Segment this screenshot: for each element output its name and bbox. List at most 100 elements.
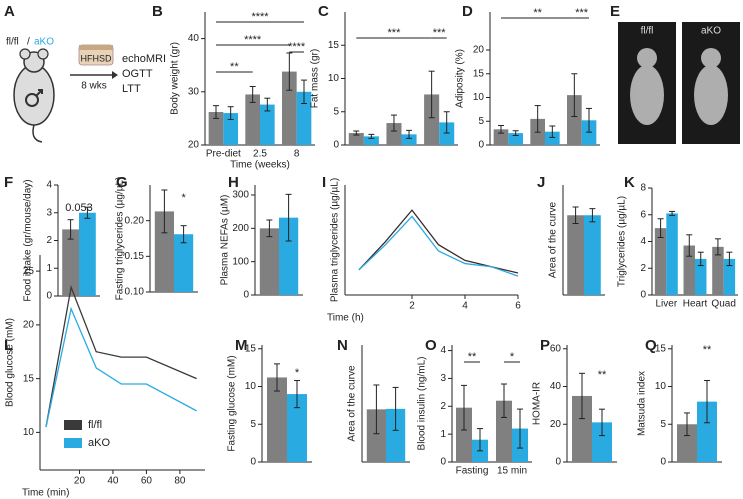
y-tick-label: 0 xyxy=(333,140,339,151)
y-tick-label: 20 xyxy=(23,320,35,331)
error-bar xyxy=(390,114,397,132)
panel-letter: D xyxy=(462,3,473,20)
error-bar xyxy=(512,130,519,136)
error-bar xyxy=(599,408,605,437)
x-tick-label: 4 xyxy=(462,301,468,312)
error-bar xyxy=(549,125,556,138)
error-bar xyxy=(227,106,234,120)
x-tick-label: Quad xyxy=(711,299,735,310)
error-bar xyxy=(286,52,293,91)
panel-letter: C xyxy=(318,3,329,20)
annotation: *** xyxy=(433,27,447,39)
error-bar xyxy=(373,384,380,435)
y-tick-label: 15 xyxy=(23,373,35,384)
y-axis-title: Blood glucose (mM) xyxy=(5,318,16,407)
bar xyxy=(267,377,287,462)
legend-label: fl/fl xyxy=(88,419,102,431)
y-tick-label: 40 xyxy=(550,381,562,392)
bar xyxy=(282,71,297,145)
x-tick-label: Fasting xyxy=(456,466,489,477)
bar xyxy=(695,258,707,295)
y-tick-label: 0 xyxy=(555,457,561,468)
bar xyxy=(723,258,736,295)
y-tick-label: 6 xyxy=(640,209,646,220)
panel-letter: Q xyxy=(645,337,657,354)
y-tick-label: 0 xyxy=(250,457,256,468)
y-axis-title: Matsuda index xyxy=(637,371,648,436)
y-tick-label: 2 xyxy=(640,263,646,274)
panel-letter: K xyxy=(624,174,635,191)
y-tick-label: 0 xyxy=(243,290,249,301)
y-tick-label: 1 xyxy=(46,263,52,274)
y-tick-label: 10 xyxy=(473,92,485,103)
error-bar xyxy=(368,133,375,139)
bar xyxy=(508,133,523,145)
bar xyxy=(677,424,697,462)
y-tick-label: 4 xyxy=(440,345,446,356)
bar xyxy=(697,401,717,462)
error-bar xyxy=(501,383,507,418)
annotation: ** xyxy=(468,351,477,363)
diet-label: HFHSD xyxy=(81,53,112,63)
bar xyxy=(287,394,307,462)
y-tick-label: 2 xyxy=(46,235,52,246)
error-bar xyxy=(406,129,413,139)
bar xyxy=(62,229,79,296)
panel-letter: L xyxy=(4,337,13,354)
bar xyxy=(572,395,592,462)
annotation: ** xyxy=(533,7,542,19)
error-bar xyxy=(571,73,578,117)
legend-swatch xyxy=(64,420,82,430)
annotation: * xyxy=(510,351,515,363)
x-tick-label: Pre-diet xyxy=(206,149,241,160)
y-tick-label: 200 xyxy=(232,223,249,234)
bar xyxy=(424,94,440,145)
bar xyxy=(386,123,402,145)
y-axis-title: HOMA-IR xyxy=(532,382,543,425)
bar xyxy=(386,408,406,462)
x-axis-title: Time (h) xyxy=(327,313,364,324)
error-bar xyxy=(669,210,676,216)
bar xyxy=(439,122,455,145)
y-tick-label: 15 xyxy=(473,68,485,79)
y-tick-label: 5 xyxy=(250,419,256,430)
annotation: **** xyxy=(251,11,269,23)
y-tick-label: 40 xyxy=(188,33,200,44)
annotation: * xyxy=(295,367,300,379)
error-bar xyxy=(461,384,467,431)
error-bar xyxy=(704,379,710,424)
bar xyxy=(456,407,472,462)
bar xyxy=(592,422,612,462)
image-caption: fl/fl xyxy=(641,26,654,37)
y-tick-label: 0 xyxy=(440,457,446,468)
panel-letter: G xyxy=(116,174,128,191)
bar xyxy=(584,215,601,295)
error-bar xyxy=(684,412,690,437)
y-tick-label: 5 xyxy=(478,116,484,127)
y-tick-label: 0.20 xyxy=(125,215,145,226)
error-bar xyxy=(517,408,523,449)
error-bar xyxy=(67,219,74,240)
error-bar xyxy=(443,111,450,134)
genotype-label: aKO xyxy=(34,37,54,48)
error-bar xyxy=(301,79,307,105)
bar xyxy=(366,409,386,462)
annotation: **** xyxy=(244,34,262,46)
bar xyxy=(245,94,260,145)
panel-letter: F xyxy=(4,174,13,191)
y-tick-label: 0.15 xyxy=(125,251,145,262)
x-tick-label: 2 xyxy=(409,301,415,312)
legend-swatch xyxy=(64,438,82,448)
y-tick-label: 3 xyxy=(440,373,446,384)
panel-letter: P xyxy=(540,337,550,354)
panel-letter: J xyxy=(537,174,545,191)
y-tick-label: 10 xyxy=(328,73,340,84)
bar xyxy=(567,95,582,145)
y-tick-label: 60 xyxy=(550,343,562,354)
bar xyxy=(401,134,417,145)
annotation: *** xyxy=(388,27,402,39)
genotype-label: fl/fl xyxy=(6,37,19,48)
y-tick-label: 4 xyxy=(46,180,52,191)
annotation: * xyxy=(181,192,186,204)
